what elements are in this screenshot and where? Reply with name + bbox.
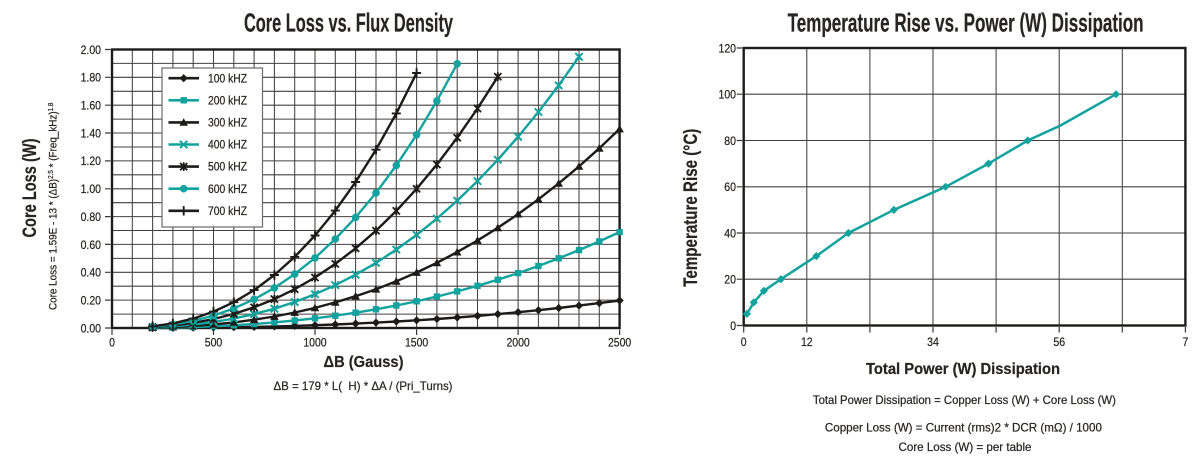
- svg-text:Total Power (W) Dissipation: Total Power (W) Dissipation: [866, 361, 1060, 378]
- svg-text:Total Power Dissipation = Copp: Total Power Dissipation = Copper Loss (W…: [813, 393, 1116, 407]
- svg-text:2000: 2000: [506, 335, 529, 349]
- svg-text:12: 12: [801, 335, 813, 349]
- svg-text:Core Loss (W): Core Loss (W): [19, 139, 41, 238]
- svg-text:Temperature Rise (°C): Temperature Rise (°C): [680, 129, 702, 287]
- svg-text:34: 34: [927, 335, 939, 349]
- svg-text:0.20: 0.20: [81, 293, 102, 307]
- svg-text:56: 56: [1053, 335, 1065, 349]
- svg-text:0: 0: [730, 319, 736, 333]
- svg-text:0.00: 0.00: [81, 321, 102, 335]
- svg-text:Copper Loss (W) = Current (rms: Copper Loss (W) = Current (rms)2 * DCR (…: [825, 421, 1102, 435]
- svg-text:1.00: 1.00: [81, 182, 102, 196]
- svg-text:0: 0: [109, 335, 115, 349]
- svg-text:0.40: 0.40: [81, 266, 102, 280]
- svg-text:100 kHZ: 100 kHZ: [208, 73, 247, 85]
- svg-text:Core Loss (W) = per table: Core Loss (W) = per table: [899, 440, 1032, 454]
- svg-text:1.80: 1.80: [81, 71, 102, 85]
- svg-text:1.60: 1.60: [81, 99, 102, 113]
- svg-text:200 kHZ: 200 kHZ: [208, 95, 247, 107]
- svg-text:1500: 1500: [405, 335, 428, 349]
- svg-text:1000: 1000: [303, 335, 326, 349]
- svg-text:100: 100: [719, 88, 737, 102]
- svg-text:400 kHZ: 400 kHZ: [208, 140, 247, 152]
- svg-text:600 kHZ: 600 kHZ: [208, 184, 247, 196]
- svg-text:2.00: 2.00: [81, 43, 102, 57]
- svg-text:60: 60: [724, 180, 736, 194]
- svg-text:7: 7: [1183, 335, 1189, 349]
- svg-text:700 kHZ: 700 kHZ: [208, 206, 247, 218]
- svg-text:ΔB (Gauss): ΔB (Gauss): [324, 354, 404, 371]
- svg-text:Temperature Rise vs. Power (W): Temperature Rise vs. Power (W) Dissipati…: [788, 8, 1144, 38]
- svg-text:1.20: 1.20: [81, 154, 102, 168]
- svg-text:Core Loss vs. Flux Density: Core Loss vs. Flux Density: [244, 8, 453, 38]
- svg-text:2500: 2500: [608, 335, 631, 349]
- svg-text:120: 120: [719, 41, 737, 55]
- svg-text:ΔB = 179 * L( H) * ΔA / (Pri_: ΔB = 179 * L( H) * ΔA / (Pri_Turns): [274, 379, 453, 393]
- svg-text:20: 20: [724, 273, 736, 287]
- svg-text:40: 40: [724, 226, 736, 240]
- svg-text:300 kHZ: 300 kHZ: [208, 118, 247, 130]
- svg-text:0.60: 0.60: [81, 238, 102, 252]
- svg-text:80: 80: [724, 134, 736, 148]
- svg-text:1.40: 1.40: [81, 126, 102, 140]
- svg-text:500: 500: [205, 335, 223, 349]
- svg-text:0.80: 0.80: [81, 210, 102, 224]
- svg-text:500 kHZ: 500 kHZ: [208, 162, 247, 174]
- svg-text:0: 0: [741, 335, 747, 349]
- svg-text:Core Loss = 1.59E - 13 * (ΔB)2: Core Loss = 1.59E - 13 * (ΔB)2.5 * (Freq…: [48, 102, 60, 310]
